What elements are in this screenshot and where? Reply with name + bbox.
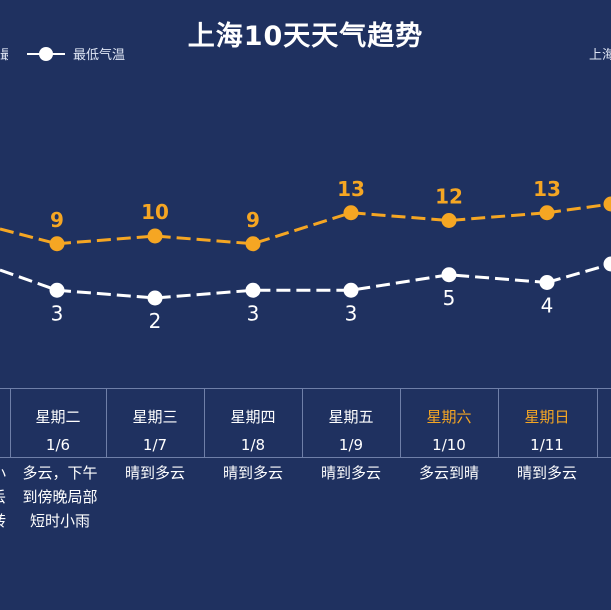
- low-label-1/6: 3: [51, 301, 64, 325]
- day-6-date: 1/11: [530, 436, 564, 454]
- low-label-1/8: 3: [247, 301, 260, 325]
- day-6-condition: 晴到多云: [516, 464, 577, 482]
- legend-low-label: 最低气温: [73, 48, 126, 63]
- low-label-1/9: 3: [345, 301, 358, 325]
- day-2-weekday: 星期三: [132, 408, 178, 426]
- legend-low: 最低气温: [27, 44, 125, 63]
- high-point-1/10: [441, 213, 457, 228]
- low-point-1/6: [49, 282, 65, 298]
- low-point-1/10: [441, 267, 457, 283]
- high-label-1/7: 10: [141, 200, 169, 224]
- high-point-1/7: [147, 228, 163, 244]
- high-point-1/8: [245, 236, 261, 252]
- day-4-date: 1/9: [338, 436, 364, 454]
- day-5-condition: 多云到晴: [418, 464, 479, 482]
- high-label-1/9: 13: [337, 177, 365, 201]
- page-title: 上海10天天气趋势: [187, 21, 424, 52]
- temperature-chart: 9 10 9 13 12 13 3 2 3 3 5 4: [0, 177, 611, 333]
- day-4-condition: 晴到多云: [320, 464, 381, 482]
- low-label-1/7: 2: [149, 309, 162, 333]
- day-table-grid: [0, 388, 611, 458]
- high-series-line: [56, 211, 548, 246]
- day-3-date: 1/8: [240, 436, 266, 454]
- low-series-line: [56, 273, 548, 300]
- day-1-condition: 多云，下午 到傍晚局部 短时小雨: [22, 464, 98, 530]
- low-point-1/9: [343, 282, 359, 298]
- low-point-1/11: [539, 275, 555, 290]
- low-line-edge-right: [546, 262, 611, 284]
- cut-off-condition: 小 丢 转: [0, 461, 6, 533]
- high-point-offscreen: [603, 196, 611, 212]
- low-label-1/10: 5: [443, 286, 456, 310]
- day-6-weekday: 星期日: [524, 408, 570, 426]
- high-point-1/9: [343, 205, 359, 221]
- day-2-condition: 晴到多云: [124, 464, 185, 482]
- high-label-1/6: 9: [50, 208, 64, 232]
- low-point-1/8: [245, 282, 261, 298]
- day-5-date: 1/10: [432, 436, 466, 454]
- day-1-weekday: 星期二: [35, 408, 81, 426]
- low-point-offscreen: [603, 256, 611, 272]
- legend-low-marker: [27, 46, 65, 62]
- low-point-1/7: [147, 290, 163, 306]
- day-1-date: 1/6: [45, 436, 71, 454]
- day-3-weekday: 星期四: [230, 408, 276, 426]
- high-point-1/6: [49, 236, 65, 252]
- legend-high-label: 最高气温: [0, 48, 8, 63]
- day-3-condition: 晴到多云: [222, 464, 283, 482]
- high-label-1/10: 12: [435, 185, 463, 209]
- high-label-1/8: 9: [246, 208, 260, 232]
- source-label: 上海: [589, 48, 611, 63]
- high-point-1/11: [539, 205, 555, 221]
- high-line-edge-left: [0, 227, 58, 246]
- low-label-1/11: 4: [541, 294, 554, 318]
- high-line-edge-right: [546, 202, 611, 215]
- high-label-1/11: 13: [533, 177, 561, 201]
- low-line-edge-left: [0, 268, 58, 292]
- day-2-date: 1/7: [142, 436, 168, 454]
- day-4-weekday: 星期五: [328, 408, 374, 426]
- day-5-weekday: 星期六: [426, 408, 472, 426]
